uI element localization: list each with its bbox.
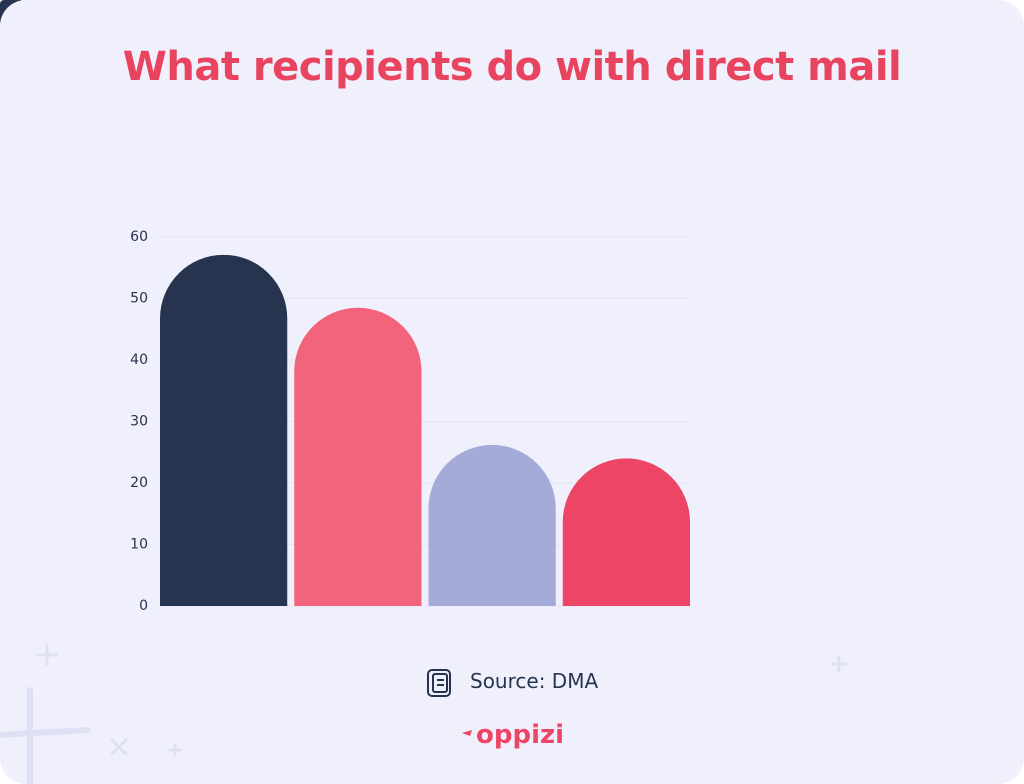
bar: [160, 254, 288, 606]
y-tick-label: 30: [130, 414, 148, 430]
y-tick-label: 20: [130, 475, 148, 491]
bar: [294, 307, 422, 606]
source-icon: [427, 669, 451, 697]
y-tick-label: 50: [130, 291, 148, 307]
bar: [428, 444, 556, 606]
y-tick-label: 0: [139, 598, 148, 614]
y-tick-label: 10: [130, 537, 148, 553]
bar: [562, 458, 690, 606]
y-tick-label: 40: [130, 352, 148, 368]
brand-mark: [462, 730, 472, 736]
brand: oppizi: [476, 720, 565, 750]
source: Source: DMA: [470, 669, 599, 693]
chart-title: What recipients do with direct mail: [122, 44, 902, 90]
y-tick-label: 60: [130, 229, 148, 245]
decoration: [0, 644, 848, 784]
